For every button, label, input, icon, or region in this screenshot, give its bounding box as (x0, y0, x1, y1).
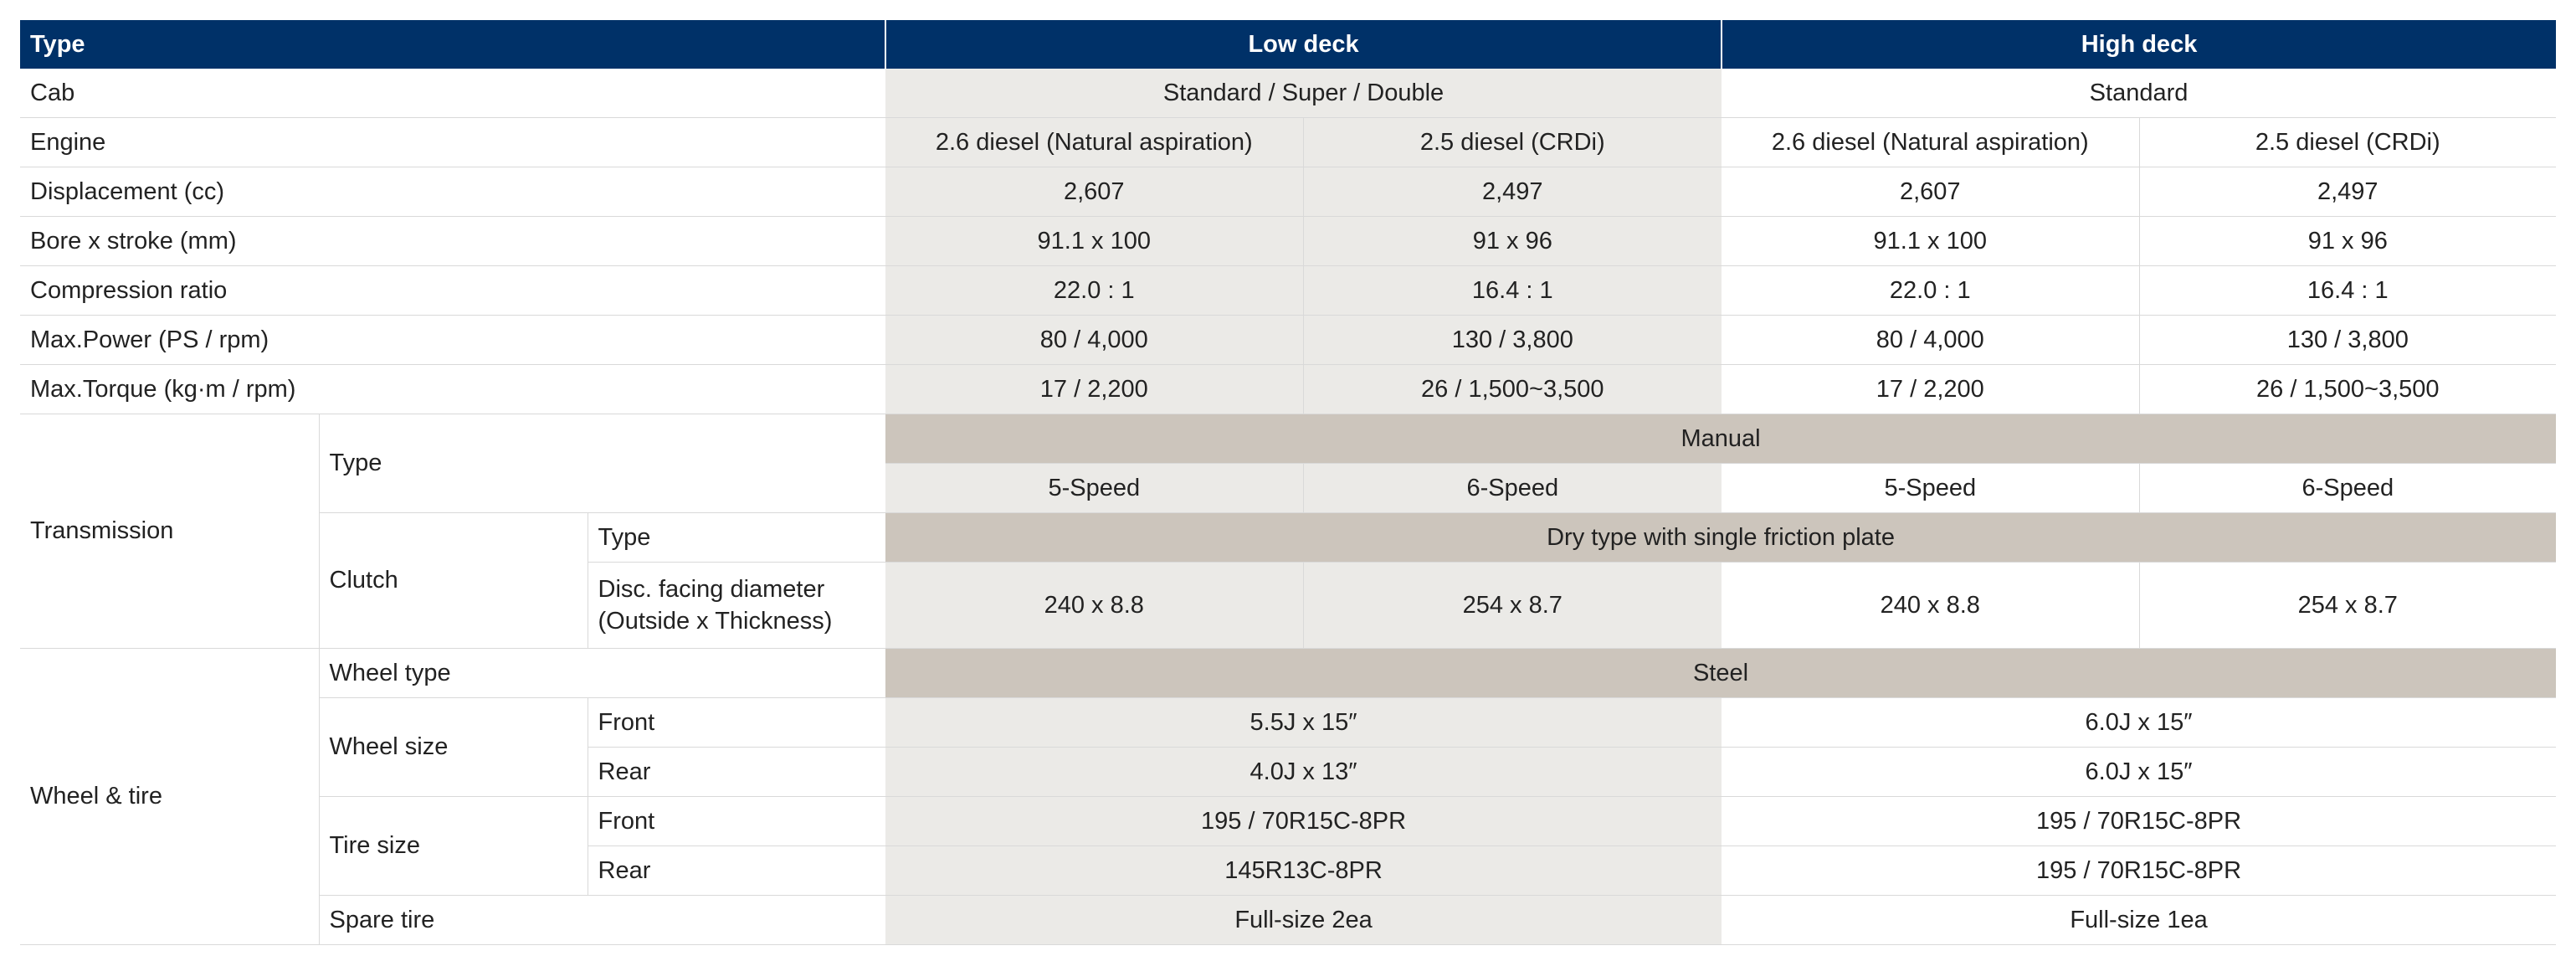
cell-all: Dry type with single friction plate (885, 512, 2557, 563)
row-label: Front (587, 796, 886, 846)
table-row-engine: Engine 2.6 diesel (Natural aspiration) 2… (20, 117, 2557, 167)
group-label-clutch: Clutch (318, 512, 588, 649)
cell: 2.5 diesel (CRDi) (2138, 117, 2557, 167)
cell: 6-Speed (1302, 463, 1722, 513)
cell: 2,607 (885, 167, 1304, 217)
row-label: Max.Power (PS / rpm) (20, 315, 886, 365)
row-label: Wheel type (318, 648, 886, 698)
row-label: Rear (587, 747, 886, 797)
table-row-wheel-front: Wheel size Front 5.5J x 15″ 6.0J x 15″ (20, 697, 2557, 797)
group-label-wheel-size: Wheel size (318, 697, 588, 797)
cell-all: Steel (885, 648, 2557, 698)
table-row-disc: Disc. facing diameter (Outside x Thicknes… (20, 562, 2557, 649)
cell-low: Standard / Super / Double (885, 69, 1722, 118)
table-row-displacement: Displacement (cc) 2,607 2,497 2,607 2,49… (20, 167, 2557, 217)
disc-label-line-1: Disc. facing diameter (598, 576, 825, 603)
cell: 2.5 diesel (CRDi) (1302, 117, 1722, 167)
cell: 254 x 8.7 (1302, 562, 1722, 649)
cell: 91.1 x 100 (1722, 216, 2140, 266)
table-row-wheel-type: Wheel & tire Wheel type Steel (20, 648, 2557, 945)
cell: 16.4 : 1 (1302, 265, 1722, 316)
cell: 130 / 3,800 (1302, 315, 1722, 365)
cell: 2.6 diesel (Natural aspiration) (885, 117, 1304, 167)
cell: 2,497 (1302, 167, 1722, 217)
cell-high: 6.0J x 15″ (1722, 747, 2557, 797)
group-label-tire-size: Tire size (318, 796, 588, 896)
cell-low: 195 / 70R15C-8PR (885, 796, 1722, 846)
group-label-wheel-tire: Wheel & tire (20, 648, 319, 945)
table-row-transmission-type: Transmission Type Manual (20, 414, 2557, 649)
header-row: Type Low deck High deck (20, 20, 2557, 69)
cell-high: Standard (1722, 69, 2557, 118)
cell: 130 / 3,800 (2138, 315, 2557, 365)
cell: 2,607 (1722, 167, 2140, 217)
cell: 26 / 1,500~3,500 (1302, 364, 1722, 414)
cell-high: 195 / 70R15C-8PR (1722, 845, 2557, 896)
cell: 80 / 4,000 (885, 315, 1304, 365)
cell: 22.0 : 1 (1722, 265, 2140, 316)
cell: 80 / 4,000 (1722, 315, 2140, 365)
cell: 2.6 diesel (Natural aspiration) (1722, 117, 2140, 167)
disc-label-line-2: (Outside x Thickness) (598, 608, 833, 635)
row-label: Cab (20, 69, 886, 118)
cell: 22.0 : 1 (885, 265, 1304, 316)
cell: 240 x 8.8 (885, 562, 1304, 649)
cell: 16.4 : 1 (2138, 265, 2557, 316)
table-row-torque: Max.Torque (kg·m / rpm) 17 / 2,200 26 / … (20, 364, 2557, 414)
cell-high: Full-size 1ea (1722, 895, 2557, 945)
table-row-power: Max.Power (PS / rpm) 80 / 4,000 130 / 3,… (20, 315, 2557, 365)
cell-low: Full-size 2ea (885, 895, 1722, 945)
cell-high: 6.0J x 15″ (1722, 697, 2557, 748)
cell-high: 195 / 70R15C-8PR (1722, 796, 2557, 846)
cell: 254 x 8.7 (2138, 562, 2557, 649)
row-label: Displacement (cc) (20, 167, 886, 217)
table-row-tire-front: Tire size Front 195 / 70R15C-8PR 195 / 7… (20, 796, 2557, 896)
row-label: Front (587, 697, 886, 748)
cell: 2,497 (2138, 167, 2557, 217)
row-label: Max.Torque (kg·m / rpm) (20, 364, 886, 414)
spec-table: Type Low deck High deck Cab Standard / S… (20, 20, 2557, 945)
row-label: Spare tire (318, 895, 886, 945)
row-label: Bore x stroke (mm) (20, 216, 886, 266)
cell: 5-Speed (1722, 463, 2140, 513)
cell-low: 5.5J x 15″ (885, 697, 1722, 748)
row-label-disc: Disc. facing diameter (Outside x Thicknes… (587, 562, 886, 649)
table-row-bore: Bore x stroke (mm) 91.1 x 100 91 x 96 91… (20, 216, 2557, 266)
table-row-tire-rear: Rear 145R13C-8PR 195 / 70R15C-8PR (20, 845, 2557, 896)
cell: 17 / 2,200 (1722, 364, 2140, 414)
cell: 26 / 1,500~3,500 (2138, 364, 2557, 414)
cell-low: 4.0J x 13″ (885, 747, 1722, 797)
table-row-cab: Cab Standard / Super / Double Standard (20, 69, 2557, 118)
table-row-clutch-type: Clutch Type Dry type with single frictio… (20, 512, 2557, 649)
cell: 6-Speed (2138, 463, 2557, 513)
group-label-transmission: Transmission (20, 414, 319, 649)
row-label: Engine (20, 117, 886, 167)
row-label: Compression ratio (20, 265, 886, 316)
cell-low: 145R13C-8PR (885, 845, 1722, 896)
cell: 91 x 96 (2138, 216, 2557, 266)
header-high-deck: High deck (1721, 20, 2557, 69)
table-row-compression: Compression ratio 22.0 : 1 16.4 : 1 22.0… (20, 265, 2557, 316)
table-row-transmission-speed: 5-Speed 6-Speed 5-Speed 6-Speed (20, 463, 2557, 513)
cell: 17 / 2,200 (885, 364, 1304, 414)
cell: 91.1 x 100 (885, 216, 1304, 266)
table-row-wheel-rear: Rear 4.0J x 13″ 6.0J x 15″ (20, 747, 2557, 797)
row-label: Type (587, 512, 886, 563)
header-type: Type (20, 20, 886, 69)
header-low-deck: Low deck (885, 20, 1722, 69)
cell-all: Manual (885, 414, 2557, 464)
cell: 91 x 96 (1302, 216, 1722, 266)
table-row-spare: Spare tire Full-size 2ea Full-size 1ea (20, 895, 2557, 945)
cell: 240 x 8.8 (1722, 562, 2140, 649)
row-label: Type (318, 414, 886, 513)
cell: 5-Speed (885, 463, 1304, 513)
row-label: Rear (587, 845, 886, 896)
